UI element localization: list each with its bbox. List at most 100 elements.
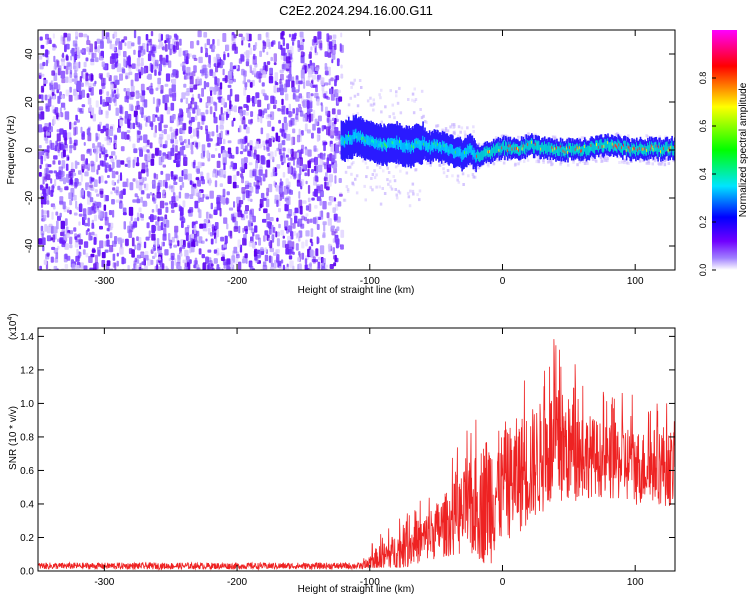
halo-cell	[664, 135, 667, 139]
noise-cell	[156, 259, 159, 266]
noise-cell	[262, 93, 267, 97]
noise-cell	[190, 41, 194, 49]
ridge-mid	[557, 146, 559, 156]
noise-cell	[176, 154, 181, 162]
noise-cell	[91, 222, 94, 229]
halo-cell	[407, 195, 411, 199]
ridge-mid	[491, 146, 493, 156]
halo-cell	[651, 162, 654, 166]
noise-cell	[287, 157, 291, 161]
noise-cell	[206, 150, 210, 159]
noise-cell	[287, 162, 291, 166]
noise-cell	[258, 169, 263, 176]
noise-cell	[40, 184, 44, 188]
noise-cell	[145, 34, 149, 41]
noise-cell	[65, 144, 68, 152]
spectrogram-xlabel: Height of straight line (km)	[298, 285, 415, 296]
halo-cell	[375, 173, 378, 177]
halo-cell	[381, 187, 384, 190]
noise-cell	[70, 49, 73, 54]
noise-cell	[147, 115, 151, 123]
ridge-mid	[513, 142, 515, 152]
noise-cell	[128, 206, 134, 216]
noise-cell	[74, 160, 78, 169]
noise-cell	[316, 134, 320, 142]
y-tick-label: 1.4	[20, 332, 34, 343]
noise-cell	[291, 80, 295, 89]
noise-cell	[194, 101, 198, 110]
noise-cell	[156, 45, 160, 50]
ridge-mid	[355, 128, 357, 139]
noise-cell	[172, 144, 175, 153]
noise-cell	[283, 152, 286, 158]
noise-cell	[125, 60, 128, 68]
ridge-mid	[482, 150, 485, 160]
noise-cell	[335, 134, 339, 141]
noise-cell	[201, 88, 204, 97]
noise-cell	[112, 43, 116, 52]
y-tick-label: 1.2	[20, 365, 34, 376]
noise-cell	[331, 154, 335, 163]
ridge-mid	[532, 143, 535, 154]
noise-cell	[61, 57, 65, 67]
noise-cell	[140, 190, 145, 195]
noise-cell	[262, 197, 267, 201]
noise-cell	[54, 257, 59, 263]
halo-cell	[435, 124, 438, 128]
noise-cell	[193, 65, 197, 73]
ridge-mid	[539, 145, 541, 155]
ridge-mid	[635, 146, 637, 157]
noise-cell	[157, 225, 162, 231]
noise-cell	[311, 74, 317, 80]
ridge-mid	[639, 141, 642, 152]
ridge-mid	[492, 147, 494, 158]
noise-cell	[213, 258, 218, 264]
noise-cell	[230, 161, 234, 168]
noise-cell	[86, 93, 90, 98]
halo-cell	[654, 157, 657, 161]
noise-cell	[234, 94, 240, 102]
noise-cell	[262, 261, 267, 267]
noise-cell	[124, 111, 129, 119]
noise-cell	[81, 89, 85, 98]
noise-cell	[330, 77, 334, 82]
noise-cell	[232, 162, 237, 170]
noise-cell	[153, 172, 156, 179]
noise-cell	[130, 91, 135, 97]
noise-cell	[110, 191, 113, 195]
halo-cell	[660, 160, 663, 164]
noise-cell	[330, 93, 335, 101]
noise-cell	[270, 56, 273, 62]
noise-cell	[284, 220, 289, 229]
ridge-mid	[462, 150, 464, 160]
noise-cell	[138, 269, 142, 270]
noise-cell	[287, 240, 292, 248]
noise-cell	[285, 93, 289, 101]
noise-cell	[313, 44, 316, 48]
noise-cell	[302, 38, 305, 42]
noise-cell	[93, 263, 97, 270]
halo-cell	[513, 163, 517, 167]
noise-cell	[179, 117, 183, 125]
noise-cell	[179, 253, 183, 257]
noise-cell	[239, 151, 244, 155]
noise-cell	[99, 188, 104, 195]
noise-cell	[152, 97, 155, 105]
ridge-mid	[495, 143, 498, 153]
noise-cell	[82, 160, 85, 170]
noise-cell	[108, 104, 111, 111]
noise-cell	[156, 238, 160, 247]
ridge-mid	[456, 146, 459, 157]
noise-cell	[92, 247, 96, 254]
noise-cell	[215, 66, 219, 73]
chart-title: C2E2.2024.294.16.00.G11	[279, 3, 433, 18]
noise-cell	[64, 111, 70, 120]
noise-cell	[183, 83, 187, 88]
noise-cell	[294, 207, 299, 214]
noise-cell	[63, 65, 66, 70]
ridge-mid	[368, 135, 370, 146]
noise-cell	[64, 264, 69, 269]
ridge-mid	[432, 142, 435, 153]
noise-cell	[252, 168, 257, 177]
